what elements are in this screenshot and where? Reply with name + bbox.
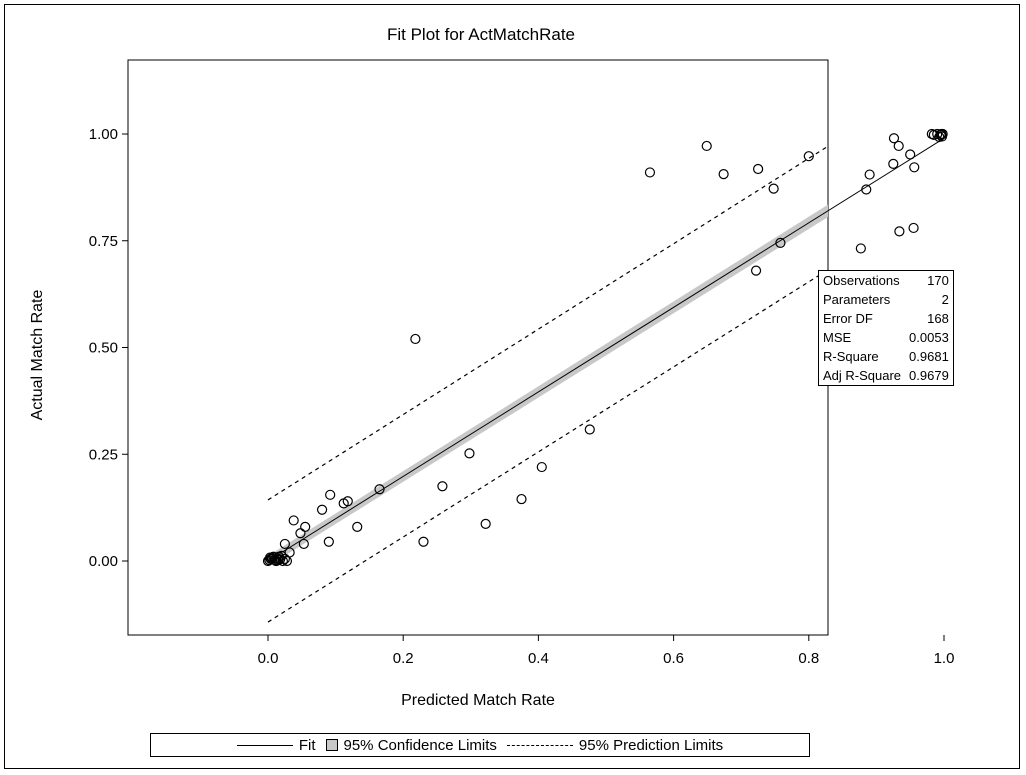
data-point: [374, 484, 385, 495]
legend-label-fit: Fit: [298, 736, 316, 754]
legend-item-confidence: 95% Confidence Limits: [325, 736, 497, 754]
stats-label: MSE: [823, 330, 852, 345]
stats-value: 0.9681: [909, 349, 949, 364]
data-point: [909, 162, 920, 173]
data-point: [768, 183, 779, 194]
x-tick-label: 0.2: [393, 650, 414, 667]
data-point: [480, 518, 491, 529]
stats-label: Adj R-Square: [823, 368, 902, 383]
x-tick-label: 0.4: [528, 650, 549, 667]
data-point: [908, 222, 919, 234]
data-point: [861, 184, 872, 195]
lower-prediction-limit-line: [267, 269, 828, 623]
x-tick-label: 0.8: [798, 650, 819, 667]
stats-label: R-Square: [823, 349, 879, 364]
stats-label: Parameters: [823, 292, 891, 307]
prediction-line-swatch: [506, 744, 573, 746]
data-point: [888, 133, 900, 144]
fit-statistics-table: Observations 170 Parameters 2 Error DF 168 …: [818, 270, 954, 386]
legend-item-prediction: 95% Prediction Limits: [506, 736, 724, 754]
y-tick-label: 0.00: [89, 553, 118, 570]
y-tick-label: 0.75: [89, 233, 118, 250]
plot-area-border: [127, 59, 829, 636]
legend: Fit 95% Confidence Limits 95% Prediction…: [150, 733, 810, 757]
y-tick-label: 1.00: [89, 126, 118, 143]
data-point: [410, 333, 421, 345]
data-point: [644, 167, 656, 178]
y-tick-label: 0.50: [89, 340, 118, 357]
confidence-band-swatch: [325, 739, 338, 751]
data-point: [437, 481, 448, 492]
plot-area: 0.0 0.2 0.4 0.6 0.8 1.0 0.00 0.25 0.50 0.75 1.00: [89, 59, 955, 667]
data-point: [323, 536, 334, 547]
data-point: [264, 552, 276, 563]
data-point: [855, 243, 866, 254]
data-point: [864, 169, 875, 180]
stats-value: 170: [927, 273, 949, 288]
data-point: [775, 237, 786, 248]
data-point: [894, 226, 905, 237]
data-point: [266, 553, 277, 564]
y-tick-label: 0.25: [89, 446, 118, 463]
stats-row: R-Square 0.9681: [819, 347, 953, 366]
data-point: [277, 555, 288, 567]
stats-value: 168: [927, 311, 949, 326]
data-point: [279, 538, 290, 550]
legend-label-confidence: 95% Confidence Limits: [343, 736, 497, 754]
data-point: [352, 521, 363, 532]
data-point: [279, 553, 290, 564]
chart-title: Fit Plot for ActMatchRate: [387, 25, 575, 44]
data-point: [295, 528, 306, 539]
legend-item-fit: Fit: [236, 736, 316, 754]
data-point: [464, 448, 475, 459]
stats-row: MSE 0.0053: [819, 328, 953, 347]
x-tick-label: 0.0: [258, 650, 279, 667]
data-point: [418, 536, 429, 547]
data-point: [752, 163, 764, 175]
x-tick-label: 1.0: [934, 650, 955, 667]
data-point: [300, 521, 311, 532]
y-axis-label: Actual Match Rate: [29, 290, 46, 421]
data-point: [750, 265, 762, 276]
stats-label: Error DF: [823, 311, 873, 326]
fit-line: [267, 137, 945, 562]
data-point: [888, 158, 899, 169]
data-point: [905, 149, 916, 160]
stats-value: 2: [941, 292, 949, 307]
stats-row: Observations 170: [819, 271, 953, 290]
data-point: [803, 151, 814, 162]
x-tick-label: 0.6: [663, 650, 684, 667]
stats-row: Error DF 168: [819, 309, 953, 328]
legend-label-prediction: 95% Prediction Limits: [578, 736, 724, 754]
stats-value: 0.0053: [909, 330, 949, 345]
data-point: [284, 547, 295, 558]
fit-line-swatch: [236, 744, 293, 746]
stats-label: Observations: [823, 273, 900, 288]
x-axis-label: Predicted Match Rate: [401, 692, 555, 709]
data-point: [516, 493, 527, 505]
stats-row: Parameters 2: [819, 290, 953, 309]
chart-frame: [4, 4, 1020, 769]
data-point: [584, 424, 595, 435]
data-point: [701, 140, 712, 152]
data-point: [536, 461, 547, 473]
data-point: [298, 538, 309, 550]
data-point: [316, 504, 328, 515]
data-point: [937, 128, 948, 140]
data-point: [325, 489, 336, 500]
data-point: [893, 140, 904, 152]
stats-row: Adj R-Square 0.9679: [819, 366, 953, 385]
stats-value: 0.9679: [909, 368, 949, 383]
data-point: [288, 515, 299, 526]
data-point: [718, 169, 729, 180]
data-point: [342, 496, 353, 507]
